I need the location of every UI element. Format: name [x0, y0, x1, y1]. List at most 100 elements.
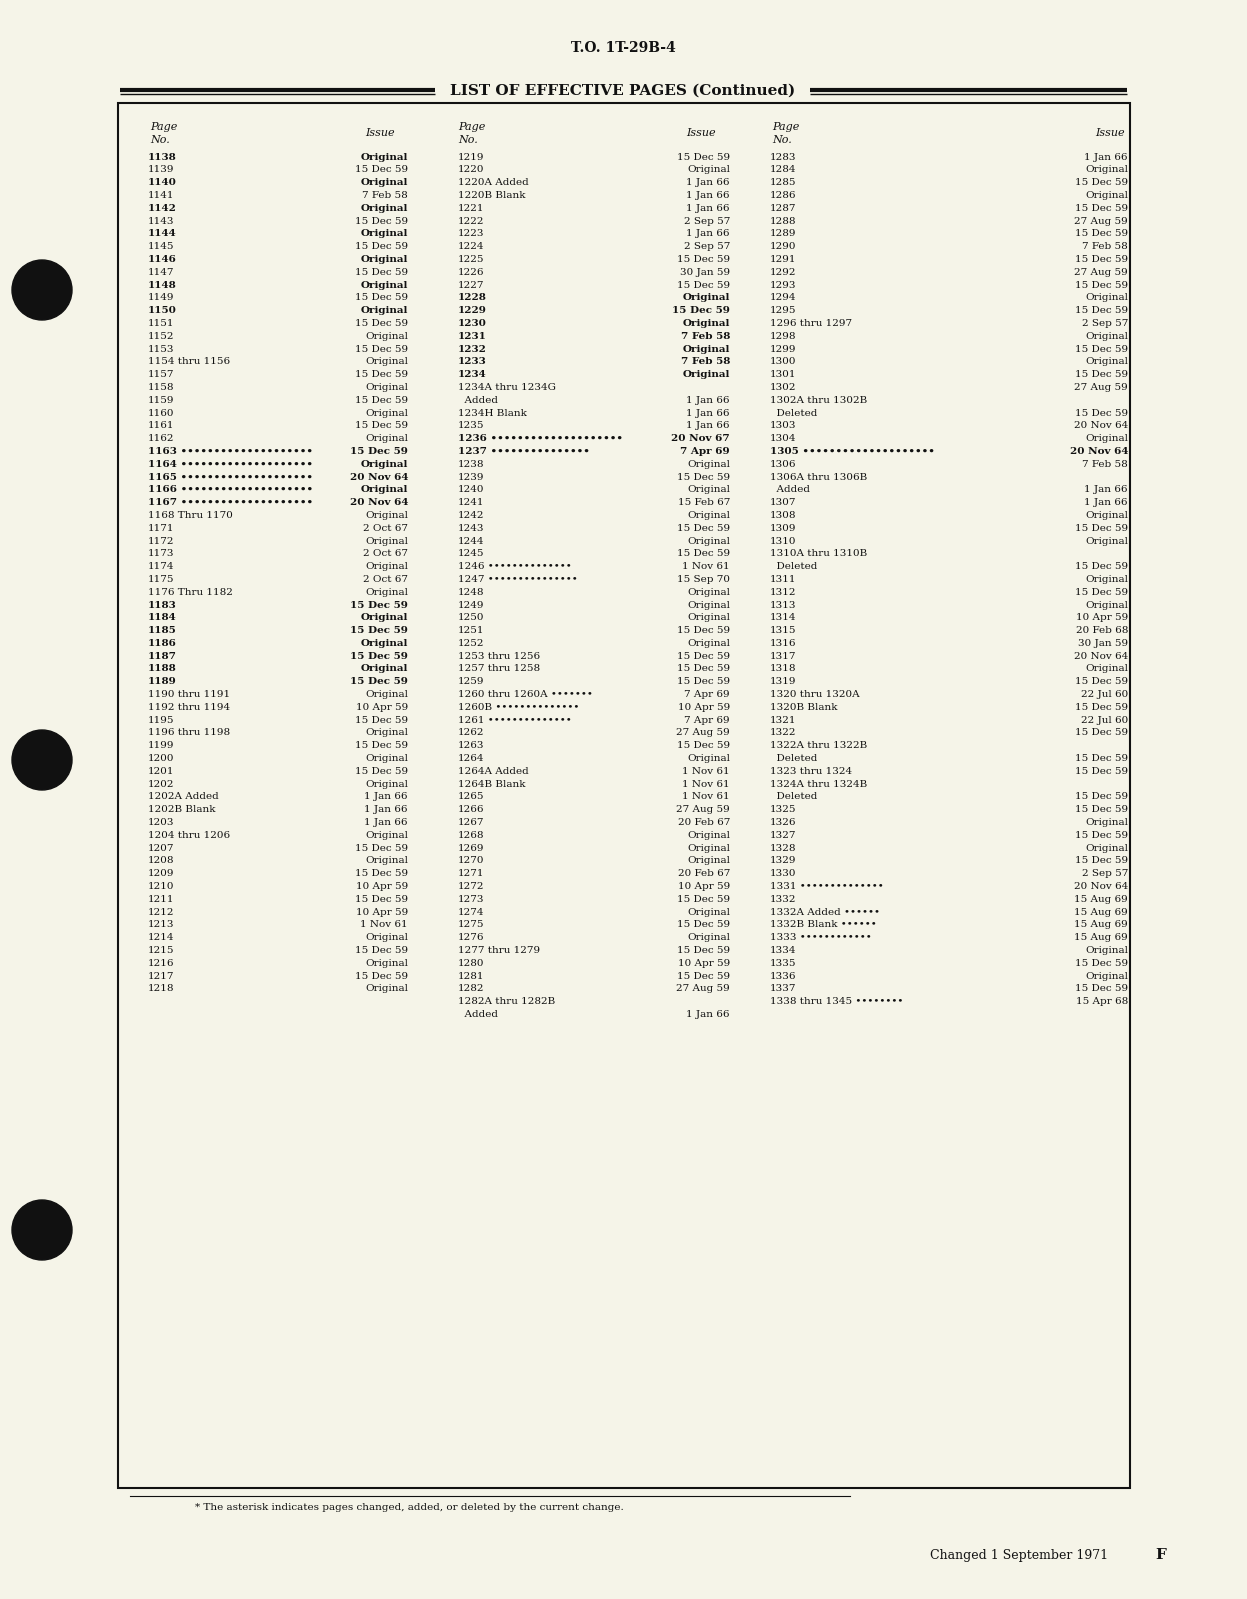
Text: 20 Nov 64: 20 Nov 64 [1074, 421, 1129, 430]
Text: 27 Aug 59: 27 Aug 59 [1074, 216, 1129, 225]
Text: 1202A Added: 1202A Added [148, 793, 218, 801]
Text: Original: Original [360, 280, 408, 289]
Text: 15 Dec 59: 15 Dec 59 [1075, 229, 1129, 238]
Text: 15 Dec 59: 15 Dec 59 [677, 895, 729, 903]
Text: 7 Feb 58: 7 Feb 58 [362, 190, 408, 200]
Text: Original: Original [365, 831, 408, 839]
Text: 15 Feb 67: 15 Feb 67 [677, 499, 729, 507]
Text: 1196 thru 1198: 1196 thru 1198 [148, 729, 231, 737]
Text: 15 Dec 59: 15 Dec 59 [677, 627, 729, 635]
Text: 20 Nov 64: 20 Nov 64 [349, 472, 408, 481]
Text: 15 Dec 59: 15 Dec 59 [677, 921, 729, 929]
Text: Original: Original [1085, 576, 1129, 584]
Text: 1320B Blank: 1320B Blank [769, 704, 838, 712]
Text: Original: Original [687, 844, 729, 852]
Text: 1218: 1218 [148, 985, 175, 993]
Text: 2 Oct 67: 2 Oct 67 [363, 550, 408, 558]
Text: 27 Aug 59: 27 Aug 59 [1074, 267, 1129, 277]
Text: 7 Feb 58: 7 Feb 58 [681, 357, 729, 366]
Text: 1183: 1183 [148, 601, 177, 609]
Text: Original: Original [687, 512, 729, 520]
Text: 1 Jan 66: 1 Jan 66 [687, 203, 729, 213]
Bar [118, 102, 1130, 1489]
Text: 1161: 1161 [148, 421, 175, 430]
Text: 1246 ••••••••••••••: 1246 •••••••••••••• [458, 563, 572, 571]
Text: 1186: 1186 [148, 640, 177, 648]
Text: 15 Dec 59: 15 Dec 59 [1075, 704, 1129, 712]
Text: 1244: 1244 [458, 537, 485, 545]
Text: 2 Oct 67: 2 Oct 67 [363, 576, 408, 584]
Text: 10 Apr 59: 10 Apr 59 [355, 704, 408, 712]
Text: 1139: 1139 [148, 165, 175, 174]
Text: 15 Dec 59: 15 Dec 59 [350, 627, 408, 635]
Text: No.: No. [458, 134, 478, 146]
Text: 1322: 1322 [769, 729, 797, 737]
Text: 1272: 1272 [458, 883, 485, 891]
Text: 15 Dec 59: 15 Dec 59 [355, 165, 408, 174]
Text: 1165 ••••••••••••••••••••: 1165 •••••••••••••••••••• [148, 472, 313, 481]
Text: 1315: 1315 [769, 627, 797, 635]
Text: Original: Original [360, 229, 408, 238]
Text: 1231: 1231 [458, 331, 486, 341]
Text: 15 Dec 59: 15 Dec 59 [1075, 985, 1129, 993]
Text: 1240: 1240 [458, 486, 485, 494]
Text: Issue: Issue [686, 128, 716, 138]
Text: Original: Original [687, 486, 729, 494]
Text: 15 Dec 59: 15 Dec 59 [355, 895, 408, 903]
Text: 1142: 1142 [148, 203, 177, 213]
Text: 1227: 1227 [458, 280, 485, 289]
Text: 1322A thru 1322B: 1322A thru 1322B [769, 742, 867, 750]
Text: 1260B ••••••••••••••: 1260B •••••••••••••• [458, 704, 580, 712]
Text: 1 Jan 66: 1 Jan 66 [1085, 152, 1129, 161]
Text: 1152: 1152 [148, 331, 175, 341]
Text: Original: Original [365, 357, 408, 366]
Text: No.: No. [150, 134, 170, 146]
Text: 1268: 1268 [458, 831, 485, 839]
Text: 1234A thru 1234G: 1234A thru 1234G [458, 382, 556, 392]
Text: 1 Nov 61: 1 Nov 61 [682, 780, 729, 788]
Text: 1317: 1317 [769, 652, 797, 660]
Text: 1326: 1326 [769, 819, 797, 827]
Text: 1331 ••••••••••••••: 1331 •••••••••••••• [769, 883, 884, 891]
Text: 15 Dec 59: 15 Dec 59 [355, 742, 408, 750]
Text: Original: Original [360, 459, 408, 469]
Text: 2 Sep 57: 2 Sep 57 [1081, 870, 1129, 878]
Text: 1167 ••••••••••••••••••••: 1167 •••••••••••••••••••• [148, 499, 313, 507]
Text: 1143: 1143 [148, 216, 175, 225]
Text: 15 Dec 59: 15 Dec 59 [677, 152, 729, 161]
Text: 15 Dec 59: 15 Dec 59 [355, 421, 408, 430]
Text: 1305 ••••••••••••••••••••: 1305 •••••••••••••••••••• [769, 446, 935, 456]
Text: Original: Original [687, 601, 729, 609]
Text: 15 Dec 59: 15 Dec 59 [355, 344, 408, 353]
Text: 1188: 1188 [148, 665, 177, 673]
Text: Original: Original [365, 433, 408, 443]
Text: 1212: 1212 [148, 908, 175, 916]
Text: 1276: 1276 [458, 934, 485, 942]
Text: 15 Dec 59: 15 Dec 59 [1075, 524, 1129, 532]
Text: 1284: 1284 [769, 165, 797, 174]
Text: 1 Jan 66: 1 Jan 66 [364, 793, 408, 801]
Text: 15 Dec 59: 15 Dec 59 [1075, 344, 1129, 353]
Text: Deleted: Deleted [769, 408, 817, 417]
Text: 1250: 1250 [458, 614, 485, 622]
Text: 1328: 1328 [769, 844, 797, 852]
Text: 1217: 1217 [148, 972, 175, 980]
Text: 1329: 1329 [769, 857, 797, 865]
Text: 1281: 1281 [458, 972, 485, 980]
Text: Original: Original [365, 331, 408, 341]
Text: 1298: 1298 [769, 331, 797, 341]
Text: 1269: 1269 [458, 844, 485, 852]
Text: 15 Dec 59: 15 Dec 59 [677, 524, 729, 532]
Text: 1310A thru 1310B: 1310A thru 1310B [769, 550, 867, 558]
Text: 15 Dec 59: 15 Dec 59 [350, 652, 408, 660]
Text: 1262: 1262 [458, 729, 485, 737]
Text: 1300: 1300 [769, 357, 797, 366]
Text: 1307: 1307 [769, 499, 797, 507]
Text: 1270: 1270 [458, 857, 485, 865]
Text: 1 Jan 66: 1 Jan 66 [687, 229, 729, 238]
Text: 1277 thru 1279: 1277 thru 1279 [458, 947, 540, 955]
Text: Original: Original [365, 408, 408, 417]
Text: 1 Jan 66: 1 Jan 66 [687, 1011, 729, 1019]
Text: 1149: 1149 [148, 293, 175, 302]
Text: 7 Apr 69: 7 Apr 69 [685, 716, 729, 724]
